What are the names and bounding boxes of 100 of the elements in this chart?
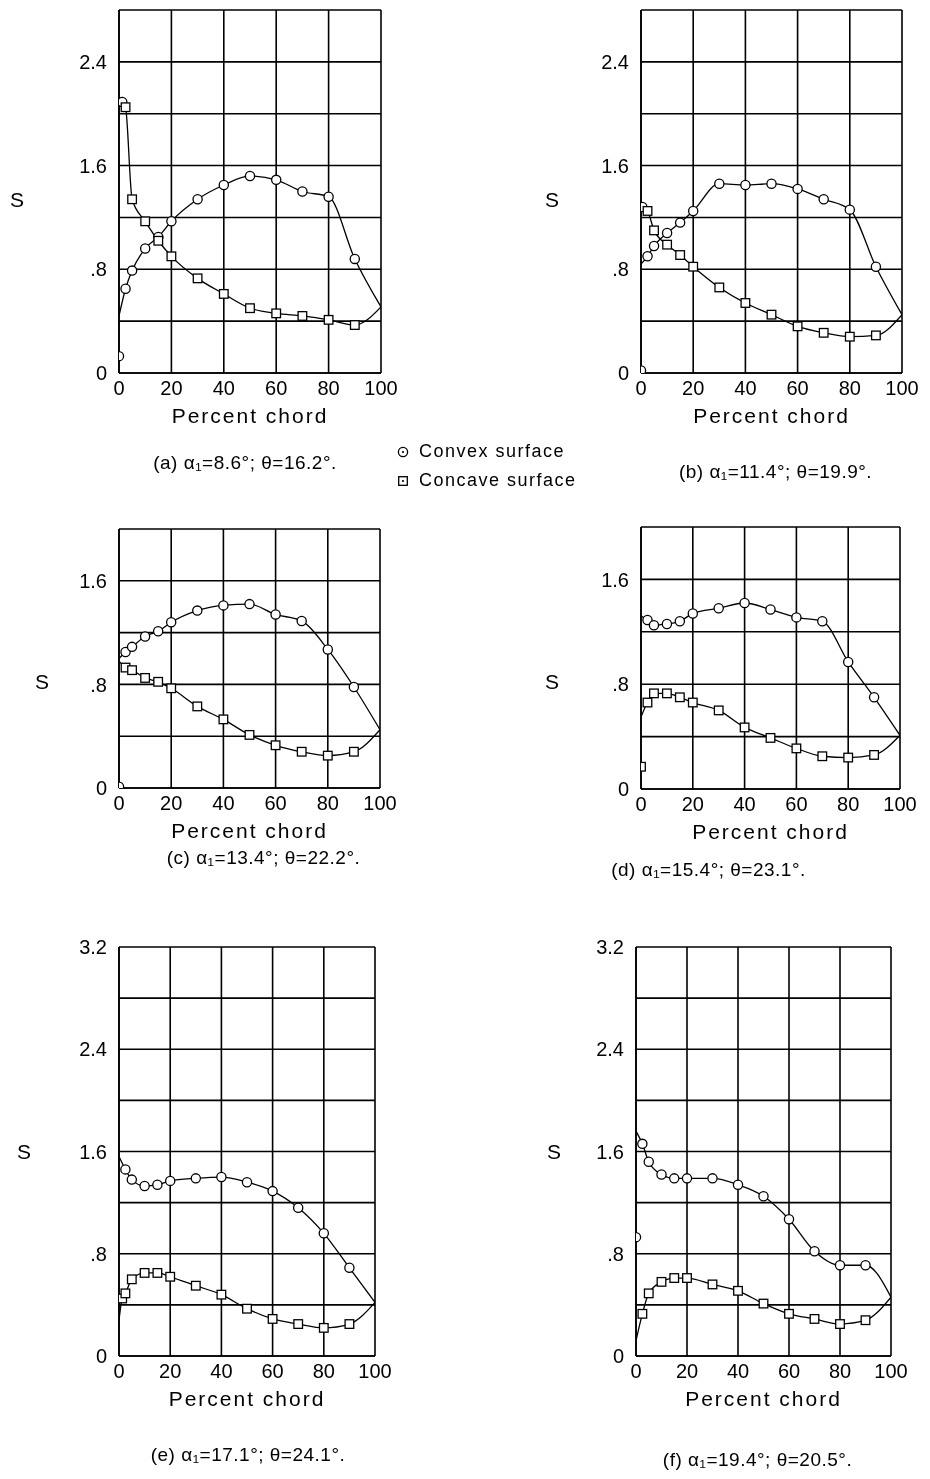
point xyxy=(817,751,828,762)
point xyxy=(817,616,828,627)
y-axis-title: S xyxy=(547,1140,562,1163)
point xyxy=(656,1169,667,1180)
point xyxy=(713,602,724,614)
x-tick-label: 40 xyxy=(210,1360,233,1383)
point xyxy=(126,265,138,276)
point xyxy=(766,178,777,189)
x-tick-label: 100 xyxy=(883,793,917,816)
point xyxy=(707,1173,718,1184)
y-tick-label: .8 xyxy=(90,1242,107,1265)
y-tick-label: .8 xyxy=(612,673,629,696)
point xyxy=(637,1308,648,1319)
point xyxy=(662,239,673,250)
point xyxy=(842,656,854,668)
point xyxy=(126,641,138,653)
x-tick-label: 80 xyxy=(838,377,861,400)
point xyxy=(870,261,882,272)
point xyxy=(733,1285,743,1296)
point xyxy=(739,597,750,609)
point xyxy=(318,1228,330,1239)
x-tick-label: 60 xyxy=(265,377,288,400)
point xyxy=(166,683,177,694)
point xyxy=(127,665,137,676)
point xyxy=(661,688,672,699)
point xyxy=(270,609,281,620)
x-tick-label: 40 xyxy=(726,1360,750,1383)
point xyxy=(784,1308,794,1319)
y-tick-label: 3.2 xyxy=(596,936,624,959)
y-tick-label: 0 xyxy=(612,1345,624,1368)
point xyxy=(270,740,281,751)
x-tick-label: 0 xyxy=(635,377,647,400)
point xyxy=(682,1273,692,1283)
point xyxy=(674,692,685,703)
point xyxy=(127,194,138,205)
point xyxy=(791,743,802,754)
point xyxy=(323,314,334,325)
y-tick-label: 2.4 xyxy=(79,50,107,73)
point xyxy=(687,608,699,619)
x-tick-label: 20 xyxy=(675,1360,699,1383)
point xyxy=(765,732,776,743)
x-tick-label: 60 xyxy=(785,793,808,816)
x-axis-title: Percent chord xyxy=(693,404,850,427)
point xyxy=(120,102,131,113)
point xyxy=(687,697,698,708)
point xyxy=(649,688,659,699)
point xyxy=(152,1267,163,1278)
point xyxy=(669,1273,680,1283)
x-tick-label: 20 xyxy=(159,1360,182,1383)
y-tick-label: 2.4 xyxy=(601,50,629,73)
point xyxy=(192,605,203,616)
point xyxy=(818,194,829,205)
point xyxy=(739,722,750,733)
y-tick-label: 1.6 xyxy=(601,568,629,591)
point xyxy=(868,692,880,703)
y-axis-title: S xyxy=(545,669,560,693)
y-tick-label: 1.6 xyxy=(596,1140,624,1163)
point xyxy=(707,1279,718,1290)
text: (e) α₁=17.1°; θ=24.1°. xyxy=(149,1443,347,1467)
point xyxy=(349,253,361,265)
point xyxy=(844,204,856,215)
point xyxy=(244,598,255,610)
y-tick-label: 0 xyxy=(95,1345,107,1368)
point xyxy=(165,616,177,628)
point xyxy=(152,1179,163,1190)
text: (c) α₁=13.4°; θ=22.2°. xyxy=(165,846,362,870)
x-axis-title: Percent chord xyxy=(692,820,849,843)
point xyxy=(267,1185,278,1197)
point xyxy=(139,1267,150,1278)
point xyxy=(192,273,203,284)
y-tick-label: 2.4 xyxy=(596,1038,624,1061)
point xyxy=(126,1274,137,1285)
y-tick-label: 3.2 xyxy=(79,936,107,959)
point xyxy=(860,1260,871,1271)
x-tick-label: 60 xyxy=(777,1360,801,1383)
x-tick-label: 60 xyxy=(786,377,809,400)
point xyxy=(322,644,334,655)
point xyxy=(792,183,803,195)
point xyxy=(349,320,360,330)
x-tick-label: 0 xyxy=(113,792,125,815)
point xyxy=(835,1319,845,1329)
point xyxy=(809,1245,820,1257)
y-tick-label: 1.6 xyxy=(601,154,629,177)
point xyxy=(318,1322,329,1333)
x-tick-label: 80 xyxy=(317,377,340,400)
x-tick-label: 80 xyxy=(837,793,860,816)
point xyxy=(216,1171,227,1183)
point xyxy=(661,618,673,630)
x-tick-label: 100 xyxy=(358,1360,392,1383)
point xyxy=(860,1315,871,1326)
x-tick-label: 20 xyxy=(681,793,704,816)
point xyxy=(323,191,334,202)
point xyxy=(139,243,151,254)
point xyxy=(648,620,660,631)
point xyxy=(244,170,256,182)
point xyxy=(740,179,751,191)
x-tick-label: 20 xyxy=(682,377,705,400)
point xyxy=(153,235,164,246)
point xyxy=(783,1213,795,1225)
point xyxy=(120,1288,131,1299)
